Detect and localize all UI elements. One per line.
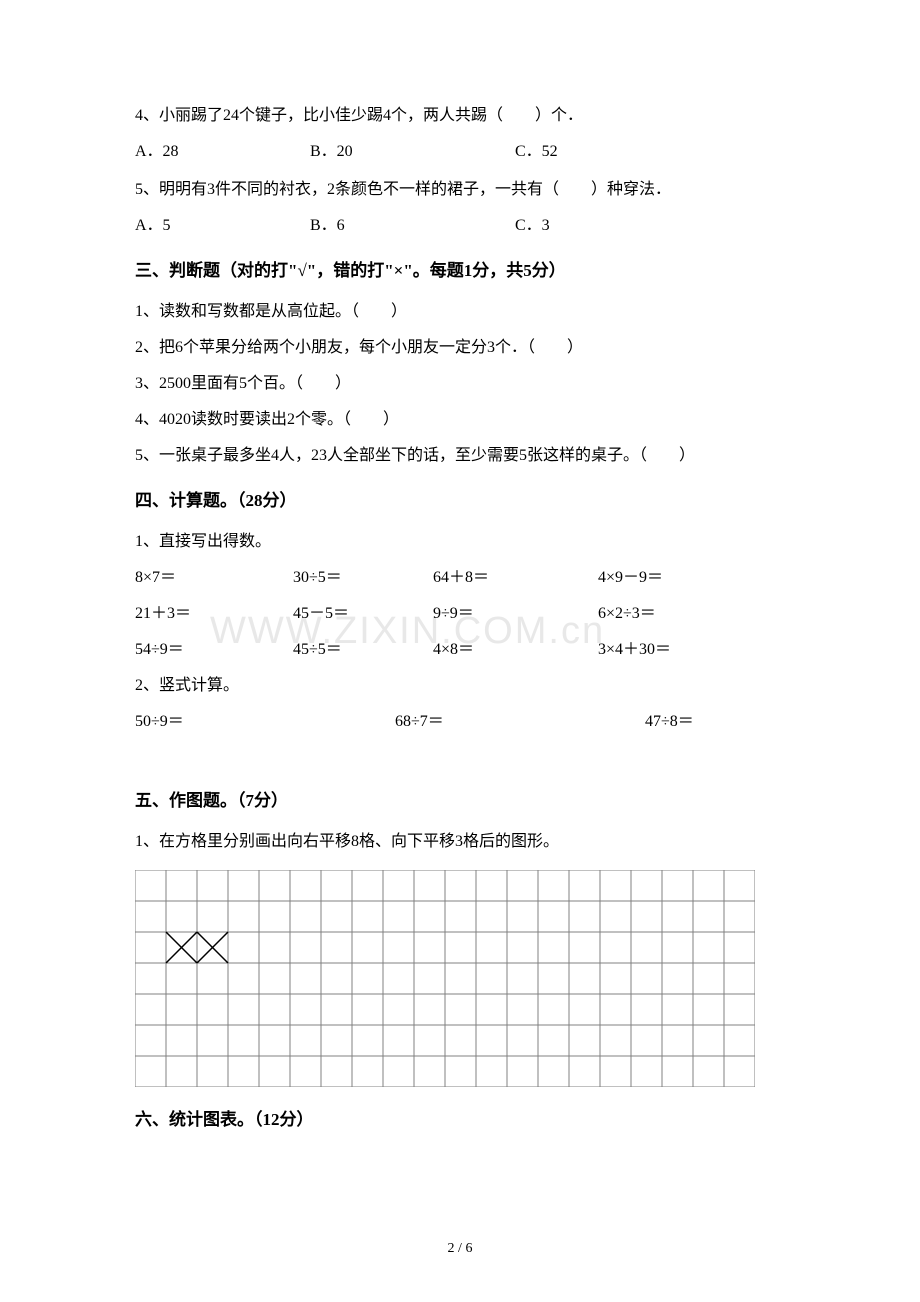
- judge-q5: 5、一张桌子最多坐4人，23人全部坐下的话，至少需要5张这样的桌子。（ ）: [135, 440, 785, 472]
- calc-r3-c3: 4×8＝: [433, 634, 598, 666]
- calc-r2-c2: 45－5＝: [293, 598, 433, 630]
- judge-q4: 4、4020读数时要读出2个零。（ ）: [135, 404, 785, 436]
- question-5-text: 5、明明有3件不同的衬衣，2条颜色不一样的裙子，一共有（ ）种穿法．: [135, 174, 785, 206]
- calc-sub1-label: 1、直接写出得数。: [135, 526, 785, 558]
- draw-sub1: 1、在方格里分别画出向右平移8格、向下平移3格后的图形。: [135, 826, 785, 858]
- calc-r3-c4: 3×4＋30＝: [598, 634, 785, 666]
- calc-r4-c1: 50÷9＝: [135, 706, 395, 738]
- section-3-title: 三、判断题（对的打"√"，错的打"×"。每题1分，共5分）: [135, 254, 785, 288]
- calc-r2-c1: 21＋3＝: [135, 598, 293, 630]
- calc-r1-c2: 30÷5＝: [293, 562, 433, 594]
- question-4-options: A．28 B．20 C．52: [135, 136, 785, 168]
- grid-figure: [135, 870, 785, 1087]
- section-4-title: 四、计算题。（28分）: [135, 484, 785, 518]
- q5-option-a: A．5: [135, 210, 310, 242]
- calc-r1-c1: 8×7＝: [135, 562, 293, 594]
- judge-q2: 2、把6个苹果分给两个小朋友，每个小朋友一定分3个．（ ）: [135, 332, 785, 364]
- q5-option-c: C．3: [515, 210, 785, 242]
- calc-r4-c3: 47÷8＝: [645, 706, 785, 738]
- calc-r2-c3: 9÷9＝: [433, 598, 598, 630]
- question-5-options: A．5 B．6 C．3: [135, 210, 785, 242]
- q5-option-b: B．6: [310, 210, 515, 242]
- q4-option-a: A．28: [135, 136, 310, 168]
- calc-row-4: 50÷9＝ 68÷7＝ 47÷8＝: [135, 706, 785, 738]
- calc-row-3: 54÷9＝ 45÷5＝ 4×8＝ 3×4＋30＝: [135, 634, 785, 666]
- calc-row-2: 21＋3＝ 45－5＝ 9÷9＝ 6×2÷3＝: [135, 598, 785, 630]
- calc-r1-c3: 64＋8＝: [433, 562, 598, 594]
- question-4-text: 4、小丽踢了24个键子，比小佳少踢4个，两人共踢（ ）个．: [135, 100, 785, 132]
- spacer: [135, 742, 785, 772]
- calc-r3-c1: 54÷9＝: [135, 634, 293, 666]
- calc-r4-c2: 68÷7＝: [395, 706, 645, 738]
- q4-option-b: B．20: [310, 136, 515, 168]
- page-number: 2 / 6: [448, 1241, 473, 1257]
- calc-row-1: 8×7＝ 30÷5＝ 64＋8＝ 4×9－9＝: [135, 562, 785, 594]
- section-6-title: 六、统计图表。（12分）: [135, 1103, 785, 1137]
- calc-sub2-label: 2、竖式计算。: [135, 670, 785, 702]
- calc-r3-c2: 45÷5＝: [293, 634, 433, 666]
- grid-svg: [135, 870, 755, 1087]
- calc-r2-c4: 6×2÷3＝: [598, 598, 785, 630]
- section-5-title: 五、作图题。（7分）: [135, 784, 785, 818]
- q4-option-c: C．52: [515, 136, 785, 168]
- judge-q3: 3、2500里面有5个百。（ ）: [135, 368, 785, 400]
- calc-r1-c4: 4×9－9＝: [598, 562, 785, 594]
- document-content: 4、小丽踢了24个键子，比小佳少踢4个，两人共踢（ ）个． A．28 B．20 …: [135, 100, 785, 1137]
- judge-q1: 1、读数和写数都是从高位起。（ ）: [135, 296, 785, 328]
